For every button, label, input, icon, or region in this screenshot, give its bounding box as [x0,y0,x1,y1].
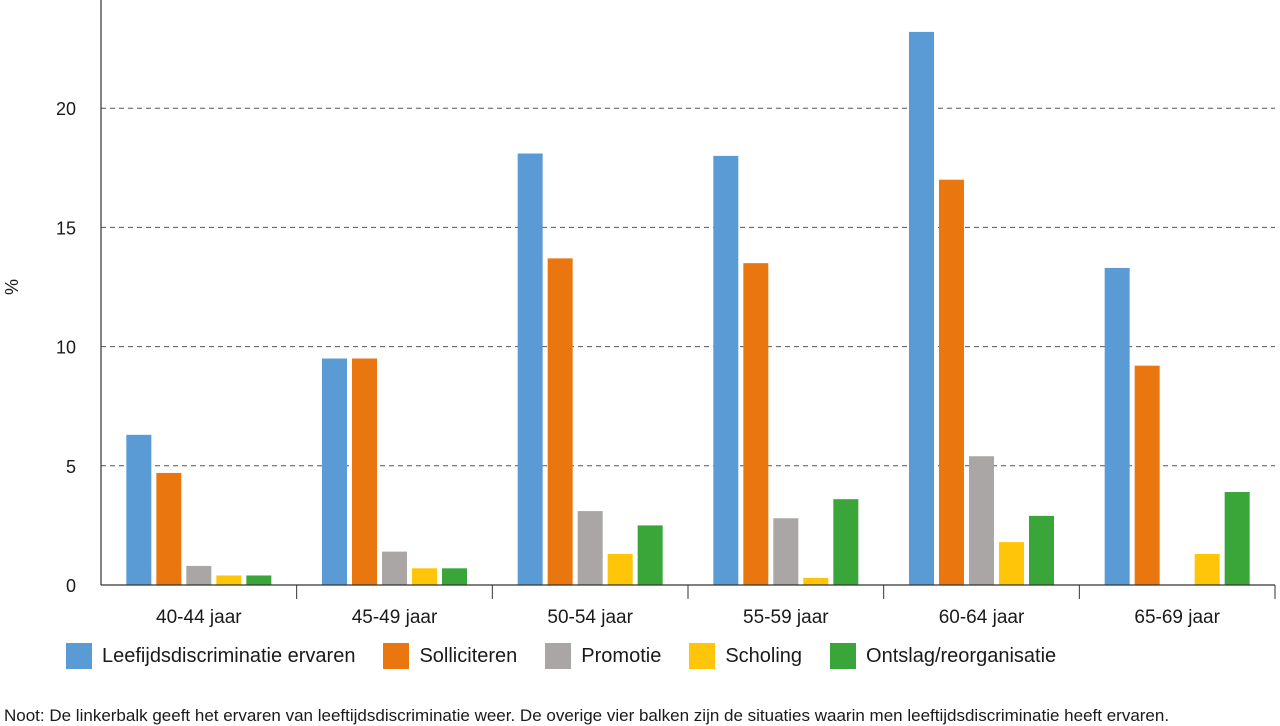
legend-item: Ontslag/reorganisatie [830,643,1056,669]
axes [100,0,1276,599]
legend-label: Solliciteren [419,645,518,667]
bar [517,153,543,585]
bar [607,554,633,585]
legend-item: Scholing [689,643,802,669]
chart-note: Noot: De linkerbalk geeft het ervaren va… [4,706,1170,725]
y-tick-label: 15 [56,218,76,238]
bar [412,568,437,585]
bar [1134,365,1160,585]
bar [442,568,467,585]
legend-item: Solliciteren [383,643,517,669]
legend-label: Scholing [725,645,803,667]
y-tick-label: 20 [56,99,76,119]
bar [322,358,347,585]
bar [743,263,769,585]
x-category-label: 40-44 jaar [156,607,242,628]
bar [833,499,859,585]
x-category-label: 55-59 jaar [743,607,829,628]
bar [803,577,829,585]
bar [352,358,377,585]
gridlines [101,107,1275,467]
x-category-label: 65-69 jaar [1134,607,1220,628]
legend-swatch [830,643,857,669]
bar [713,155,739,585]
legend-swatch [545,643,572,669]
legend-swatch [66,643,92,669]
bar [999,542,1024,585]
bar [246,575,272,585]
bar [126,434,152,585]
x-category-label: 60-64 jaar [939,607,1025,628]
y-tick-label: 5 [66,457,76,477]
x-category-label: 50-54 jaar [547,607,633,628]
legend-item: Promotie [545,643,661,669]
legend-item: Leefijdsdiscriminatie ervaren [66,643,355,669]
bar [577,511,603,585]
bar [773,518,799,585]
bar [969,456,994,585]
bar [1194,554,1220,585]
bar [186,565,212,585]
bar [1029,515,1054,585]
bars [126,31,1250,586]
y-tick-labels: 0 5 10 15 20 [56,99,76,596]
bar [909,31,934,586]
y-tick-label: 10 [56,338,76,358]
legend-swatch [383,643,410,669]
legend-label: Promotie [581,645,662,667]
bar [637,525,663,585]
x-category-labels: 40-44 jaar 45-49 jaar 50-54 jaar 55-59 jaar… [156,607,1221,628]
bar [1104,267,1130,585]
bar [382,551,407,585]
bar [939,179,964,585]
bar [216,575,242,585]
legend: Leefijdsdiscriminatie ervaren Sollicitere… [66,641,1084,671]
bar [156,472,182,585]
legend-label: Leefijdsdiscriminatie ervaren [102,645,356,667]
legend-label: Ontslag/reorganisatie [866,645,1057,667]
y-tick-label: 0 [66,576,76,596]
bar-chart: 0 5 10 15 20 40-44 jaar 45-49 jaar 50-54 jaar 5… [2,0,1276,628]
bar [1224,492,1250,585]
y-axis-label: % [2,279,22,295]
legend-swatch [689,643,716,669]
x-category-label: 45-49 jaar [352,607,438,628]
bar [547,258,573,585]
